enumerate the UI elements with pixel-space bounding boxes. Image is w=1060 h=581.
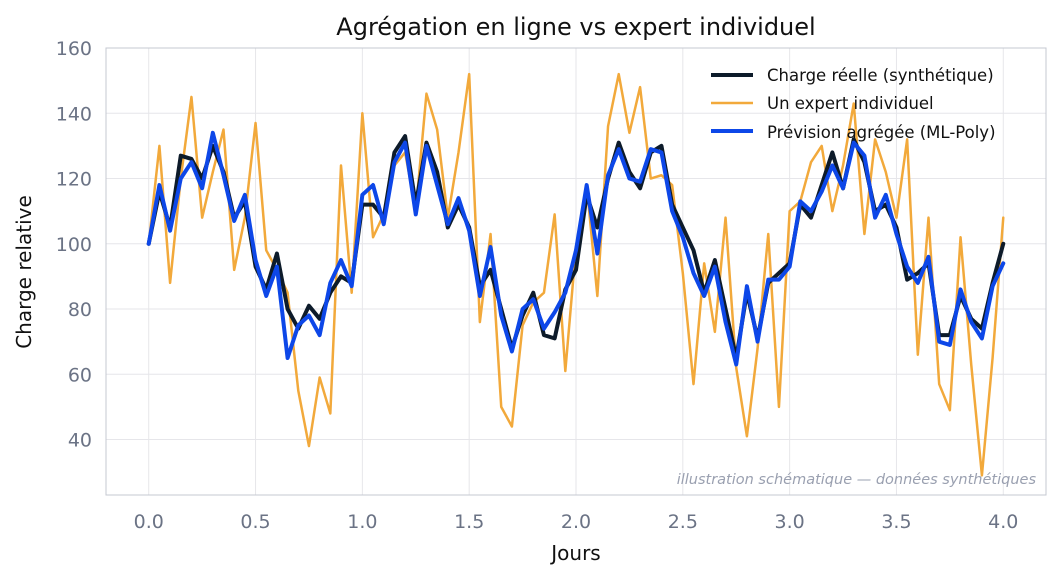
y-tick-label: 80 [68, 299, 92, 321]
legend-label-0: Charge réelle (synthétique) [767, 66, 994, 85]
tick-labels: 0.0 0.5 1.0 1.5 2.0 2.5 3.0 3.5 4.0 40 60 80 100 120 1… [56, 38, 1019, 533]
legend-label-2: Prévision agrégée (ML-Poly) [767, 123, 996, 142]
series-line-prevision-agregee [146, 130, 1006, 367]
y-tick-label: 100 [56, 234, 92, 256]
series-line-charge-reelle [146, 134, 1006, 360]
x-tick-label: 3.0 [775, 511, 805, 533]
y-tick-label: 140 [56, 103, 92, 125]
x-tick-label: 2.5 [668, 511, 698, 533]
x-axis-label: Jours [549, 541, 600, 565]
annotation-note: illustration schématique — données synth… [677, 472, 1037, 488]
y-tick-label: 160 [56, 38, 92, 60]
plot-frame [105, 47, 1047, 496]
chart-title: Agrégation en ligne vs expert individuel [336, 13, 815, 41]
x-tick-label: 0.0 [134, 511, 164, 533]
x-tick-label: 0.5 [240, 511, 270, 533]
legend: Charge réelle (synthétique) Un expert in… [711, 66, 996, 142]
x-tick-label: 4.0 [988, 511, 1018, 533]
y-axis-label: Charge relative [12, 195, 36, 349]
legend-label-1: Un expert individuel [767, 94, 934, 113]
y-tick-label: 120 [56, 169, 92, 191]
y-tick-label: 40 [68, 430, 92, 452]
series-layer [146, 72, 1006, 477]
x-tick-label: 1.0 [347, 511, 377, 533]
y-tick-label: 60 [68, 364, 92, 386]
x-tick-label: 2.0 [561, 511, 591, 533]
x-tick-label: 3.5 [881, 511, 911, 533]
x-tick-label: 1.5 [454, 511, 484, 533]
